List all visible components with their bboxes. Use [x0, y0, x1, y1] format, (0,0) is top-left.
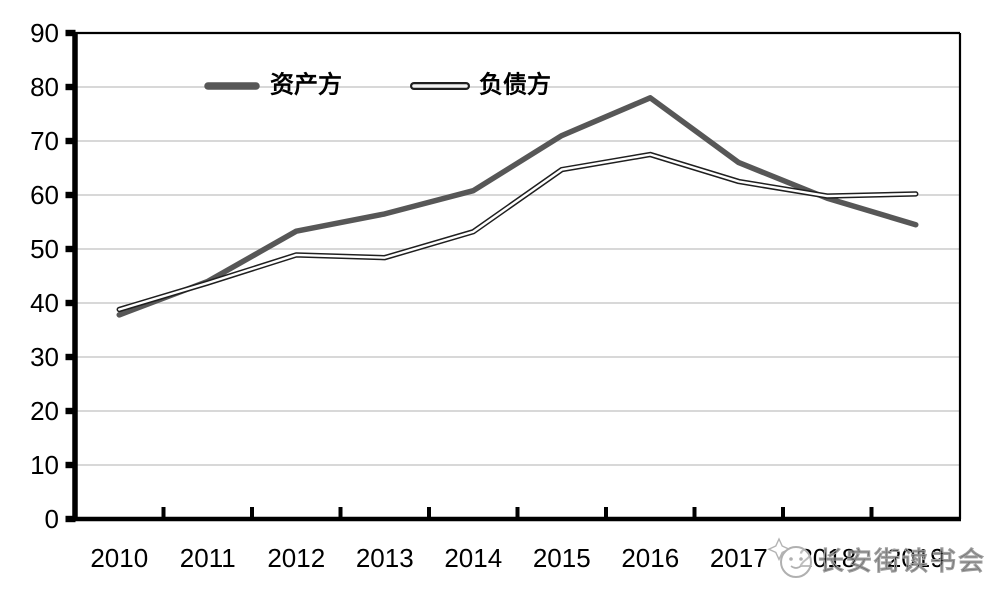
y-tick-90 — [65, 29, 76, 37]
y-tick-40 — [65, 299, 76, 307]
x-axis-label-2015: 2015 — [533, 543, 591, 573]
y-tick-30 — [65, 353, 76, 361]
x-axis-label-2013: 2013 — [356, 543, 414, 573]
x-axis-label-2014: 2014 — [444, 543, 502, 573]
y-axis-label: 50 — [30, 234, 59, 264]
y-tick-20 — [65, 407, 76, 415]
y-axis-label: 10 — [30, 450, 59, 480]
watermark-text: 长安街读书会 — [818, 546, 986, 576]
x-axis-label-2016: 2016 — [621, 543, 679, 573]
y-axis-label: 40 — [30, 288, 59, 318]
legend-label-liabilities: 负债方 — [479, 71, 551, 99]
y-tick-80 — [65, 83, 76, 91]
y-tick-70 — [65, 137, 76, 145]
y-axis-label: 90 — [30, 18, 59, 48]
y-tick-10 — [65, 461, 76, 469]
x-axis-label-2010: 2010 — [90, 543, 148, 573]
watermark-face-eye-left — [789, 557, 793, 561]
y-axis-label: 20 — [30, 396, 59, 426]
watermark-face-eye-right — [799, 557, 803, 561]
series-line-liabilities-core — [118, 153, 917, 311]
watermark-face-mouth — [790, 565, 802, 569]
watermark-sparkle-icon — [767, 537, 791, 562]
y-axis-label: 70 — [30, 126, 59, 156]
series-line-assets — [116, 95, 919, 318]
y-tick-50 — [65, 245, 76, 253]
legend-label-assets: 资产方 — [270, 71, 342, 99]
x-axis-label-2017: 2017 — [710, 543, 768, 573]
x-axis-label-2011: 2011 — [180, 543, 236, 573]
x-axis-label-2012: 2012 — [267, 543, 325, 573]
y-axis-label: 80 — [30, 72, 59, 102]
y-axis-label: 60 — [30, 180, 59, 210]
y-tick-0 — [65, 515, 76, 523]
x-axis-label-2019: 2019 — [887, 543, 945, 573]
y-tick-60 — [65, 191, 76, 199]
y-axis-label: 0 — [45, 504, 59, 534]
y-axis-label: 30 — [30, 342, 59, 372]
watermark-face-icon — [780, 546, 812, 578]
